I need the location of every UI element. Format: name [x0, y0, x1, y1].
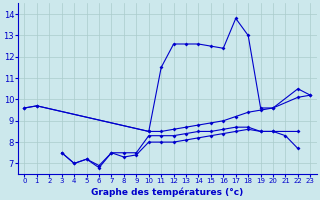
X-axis label: Graphe des températures (°c): Graphe des températures (°c): [91, 187, 244, 197]
